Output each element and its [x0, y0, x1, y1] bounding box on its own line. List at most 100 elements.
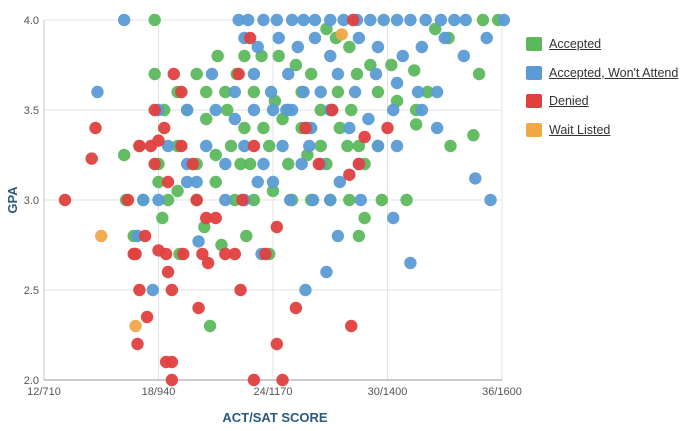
data-point[interactable] — [354, 193, 367, 207]
data-point[interactable] — [467, 129, 480, 142]
data-point[interactable] — [304, 67, 318, 81]
data-point[interactable] — [209, 103, 222, 117]
data-point[interactable] — [161, 175, 175, 189]
data-point[interactable] — [371, 85, 385, 99]
data-point[interactable] — [404, 256, 417, 270]
data-point[interactable] — [85, 152, 98, 165]
data-point[interactable] — [331, 229, 345, 243]
data-point[interactable] — [272, 49, 285, 63]
data-point[interactable] — [409, 118, 423, 131]
legend-label[interactable]: Denied — [549, 94, 589, 109]
data-point[interactable] — [308, 31, 322, 45]
data-point[interactable] — [148, 13, 161, 27]
data-point[interactable] — [133, 139, 146, 153]
data-point[interactable] — [299, 121, 312, 135]
data-point[interactable] — [415, 40, 429, 54]
data-point[interactable] — [364, 58, 377, 72]
data-point[interactable] — [390, 76, 404, 90]
data-point[interactable] — [228, 112, 242, 126]
data-point[interactable] — [205, 67, 219, 81]
data-point[interactable] — [324, 13, 337, 27]
data-point[interactable] — [266, 184, 280, 198]
data-point[interactable] — [459, 13, 472, 27]
data-point[interactable] — [375, 193, 388, 207]
data-point[interactable] — [434, 13, 448, 27]
data-point[interactable] — [180, 175, 194, 189]
data-point[interactable] — [377, 13, 390, 27]
data-point[interactable] — [331, 67, 345, 81]
data-point[interactable] — [228, 247, 242, 261]
data-point[interactable] — [457, 49, 471, 63]
data-point[interactable] — [243, 31, 257, 45]
legend-label[interactable]: Accepted, Won't Attend — [549, 65, 679, 80]
data-point[interactable] — [270, 337, 284, 351]
data-point[interactable] — [358, 130, 371, 144]
data-point[interactable] — [192, 235, 205, 248]
data-point[interactable] — [247, 193, 261, 207]
data-point[interactable] — [251, 175, 264, 189]
data-point[interactable] — [146, 283, 159, 297]
data-point[interactable] — [352, 139, 366, 153]
data-point[interactable] — [175, 85, 188, 99]
data-point[interactable] — [343, 121, 356, 135]
data-point[interactable] — [343, 193, 356, 207]
data-point[interactable] — [280, 103, 293, 117]
data-point[interactable] — [352, 31, 366, 45]
data-point[interactable] — [289, 301, 303, 315]
data-point[interactable] — [371, 40, 385, 54]
data-point[interactable] — [472, 67, 486, 81]
data-point[interactable] — [190, 175, 203, 189]
data-point[interactable] — [444, 139, 457, 153]
data-point[interactable] — [129, 319, 142, 333]
data-point[interactable] — [232, 67, 245, 81]
data-point[interactable] — [180, 103, 194, 117]
data-point[interactable] — [219, 247, 232, 261]
data-point[interactable] — [209, 211, 222, 225]
data-point[interactable] — [148, 103, 161, 117]
data-point[interactable] — [117, 148, 131, 162]
data-point[interactable] — [247, 373, 261, 387]
data-point[interactable] — [131, 337, 144, 351]
data-point[interactable] — [337, 13, 350, 27]
data-point[interactable] — [192, 301, 205, 315]
data-point[interactable] — [201, 256, 215, 270]
data-point[interactable] — [152, 175, 165, 189]
data-point[interactable] — [156, 211, 169, 225]
legend-label[interactable]: Accepted — [549, 37, 602, 52]
data-point[interactable] — [257, 157, 270, 171]
data-point[interactable] — [238, 121, 251, 135]
data-point[interactable] — [247, 85, 261, 99]
data-point[interactable] — [165, 283, 179, 297]
data-point[interactable] — [314, 85, 327, 99]
data-point[interactable] — [133, 283, 146, 297]
data-point[interactable] — [303, 139, 316, 153]
data-point[interactable] — [352, 157, 366, 171]
data-point[interactable] — [190, 193, 203, 207]
data-point[interactable] — [276, 139, 289, 153]
data-point[interactable] — [297, 85, 310, 99]
data-point[interactable] — [167, 67, 180, 81]
data-point[interactable] — [369, 67, 383, 81]
data-point[interactable] — [352, 229, 366, 243]
data-point[interactable] — [148, 157, 161, 171]
data-point[interactable] — [140, 310, 154, 324]
data-point[interactable] — [346, 13, 360, 27]
data-point[interactable] — [238, 49, 251, 63]
data-point[interactable] — [299, 283, 312, 297]
data-point[interactable] — [221, 103, 234, 117]
legend-label[interactable]: Wait Listed — [549, 122, 611, 137]
data-point[interactable] — [270, 13, 284, 27]
data-point[interactable] — [419, 13, 432, 27]
data-point[interactable] — [152, 134, 165, 147]
data-point[interactable] — [190, 67, 203, 81]
data-point[interactable] — [430, 121, 444, 135]
data-point[interactable] — [161, 265, 175, 279]
data-point[interactable] — [364, 13, 377, 27]
data-point[interactable] — [320, 265, 333, 279]
data-point[interactable] — [341, 139, 354, 153]
data-point[interactable] — [283, 193, 297, 207]
data-point[interactable] — [121, 193, 135, 207]
data-point[interactable] — [282, 157, 295, 171]
data-point[interactable] — [270, 220, 284, 234]
data-point[interactable] — [158, 121, 171, 135]
